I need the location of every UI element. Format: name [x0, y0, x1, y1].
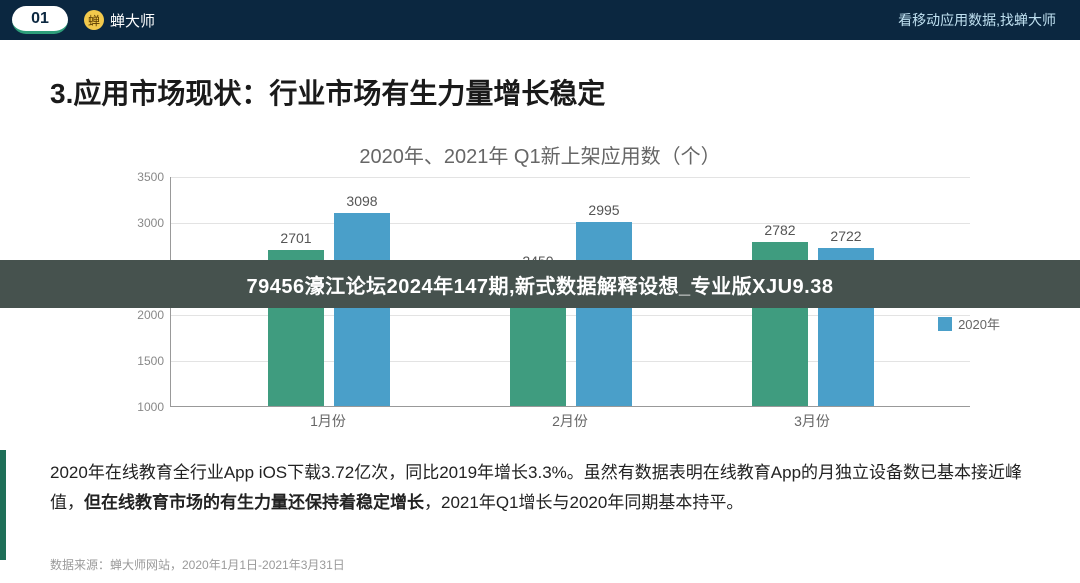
- chart-ytick: 2000: [110, 308, 164, 322]
- chart-bar: 2995: [576, 222, 632, 406]
- chart-xtick: 1月份: [310, 411, 346, 431]
- chart-bar-label: 2722: [830, 228, 861, 244]
- brand-text: 蝉大师: [110, 10, 155, 31]
- legend-item: 2020年: [938, 314, 1000, 333]
- chart-ytick: 1000: [110, 400, 164, 414]
- side-accent: [0, 450, 6, 560]
- chart-bar: 3098: [334, 213, 390, 406]
- chart-xtick: 2月份: [552, 411, 588, 431]
- brand: 蝉 蝉大师: [84, 0, 155, 40]
- paragraph-post: ，2021年Q1增长与2020年同期基本持平。: [424, 493, 743, 512]
- brand-icon: 蝉: [84, 10, 104, 30]
- chart-gridline: [171, 177, 970, 178]
- chart-gridline: [171, 223, 970, 224]
- chart-bar-label: 2782: [764, 222, 795, 238]
- paragraph-highlight: 但在线教育市场的有生力量还保持着稳定增长: [84, 493, 424, 512]
- legend-label: 2020年: [958, 314, 1000, 333]
- overlay-banner: 79456濠江论坛2024年147期,新式数据解释设想_专业版XJU9.38: [0, 260, 1080, 308]
- slogan: 看移动应用数据,找蝉大师: [898, 0, 1056, 40]
- footnote: 数据来源：蝉大师网站，2020年1月1日-2021年3月31日: [50, 556, 345, 573]
- chart-ytick: 3000: [110, 216, 164, 230]
- chart-xtick: 3月份: [794, 411, 830, 431]
- chart-ytick: 3500: [110, 170, 164, 184]
- chart-title: 2020年、2021年 Q1新上架应用数（个）: [110, 140, 970, 169]
- heading-row: 3.应用市场现状：行业市场有生力量增长稳定: [0, 40, 1080, 112]
- chart-bar-label: 2995: [588, 202, 619, 218]
- topbar: 01 蝉 蝉大师 看移动应用数据,找蝉大师: [0, 0, 1080, 40]
- chart-bar-label: 2701: [280, 230, 311, 246]
- section-badge: 01: [12, 6, 68, 34]
- legend-swatch: [938, 317, 952, 331]
- chart-bar-label: 3098: [346, 193, 377, 209]
- page-heading: 3.应用市场现状：行业市场有生力量增长稳定: [50, 72, 1080, 112]
- body-paragraph: 2020年在线教育全行业App iOS下载3.72亿次，同比2019年增长3.3…: [50, 458, 1030, 518]
- chart-ytick: 1500: [110, 354, 164, 368]
